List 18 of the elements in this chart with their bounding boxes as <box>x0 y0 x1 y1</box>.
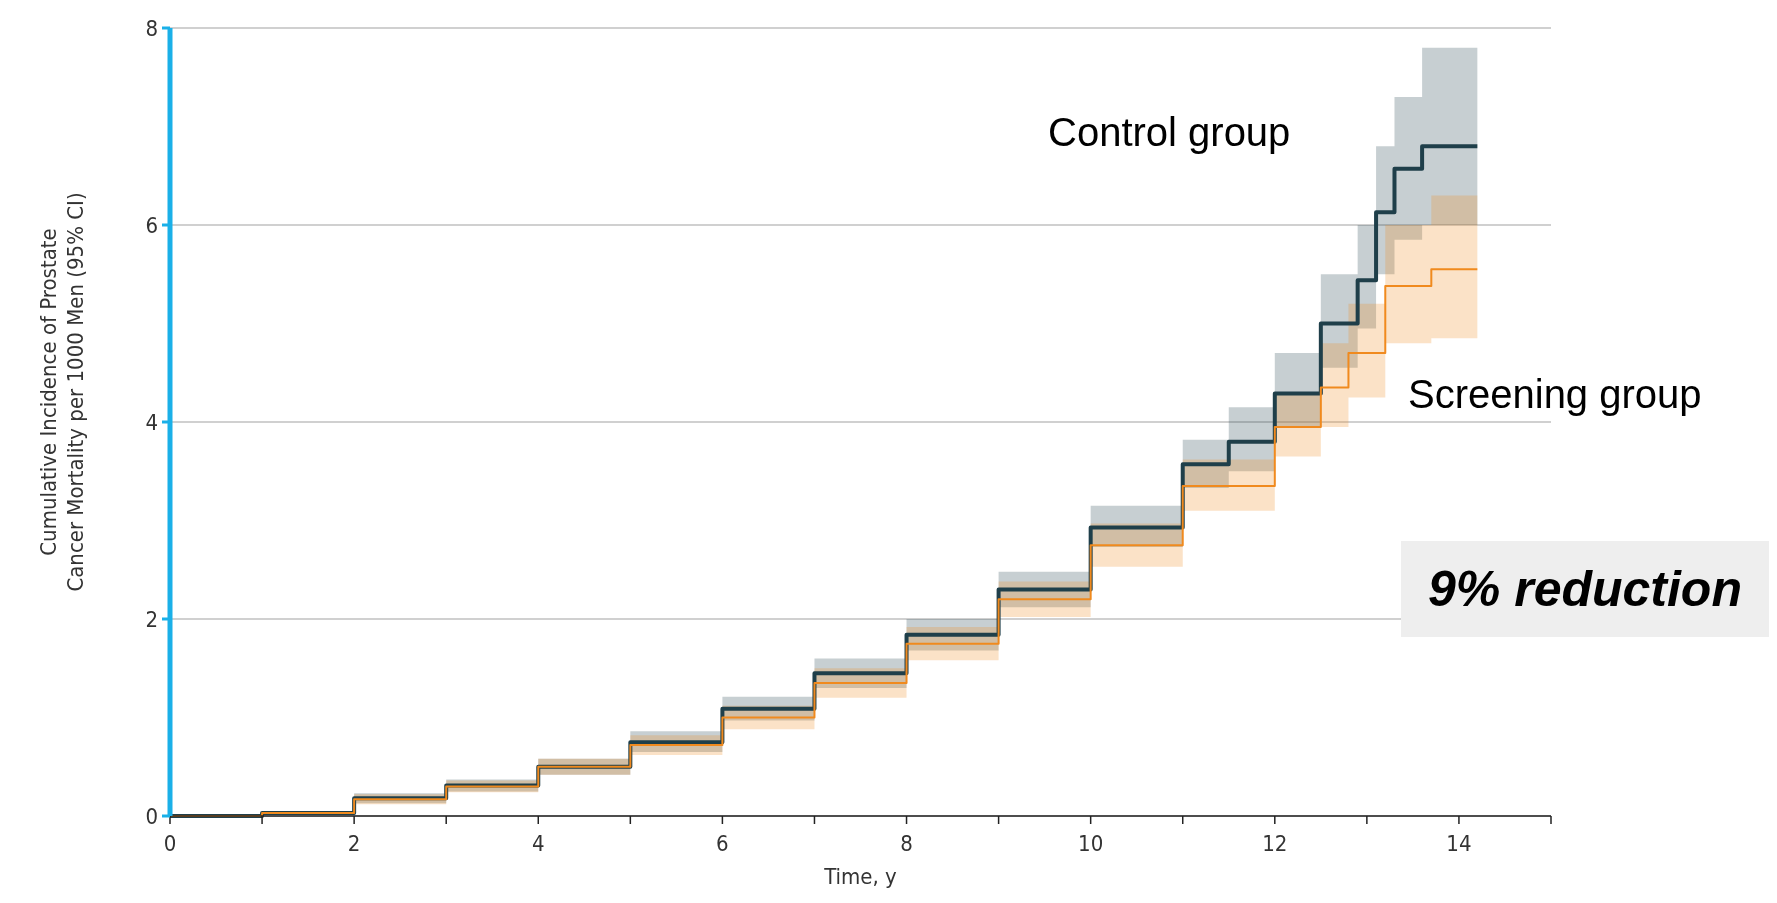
x-tick-label: 4 <box>531 831 545 856</box>
annotation: 9% reduction <box>1428 561 1742 617</box>
y-tick-label: 4 <box>145 410 158 435</box>
y-axis-title: Cumulative Incidence of Prostate Cancer Mortality per 1000 Men (95% CI) <box>36 192 88 592</box>
y-tick-label: 2 <box>145 607 158 632</box>
x-tick-label: 8 <box>900 831 913 856</box>
text: Control group <box>1048 110 1291 154</box>
x-tick-label: 0 <box>163 831 177 856</box>
x-tick-label: 12 <box>1262 831 1288 856</box>
x-tick-label: 10 <box>1078 831 1104 856</box>
x-tick-label: 6 <box>716 831 729 856</box>
x-tick-label: 14 <box>1446 831 1472 856</box>
y-tick-label: 0 <box>145 804 158 829</box>
x-tick-label: 2 <box>347 831 361 856</box>
series-label: Screening group <box>1408 372 1702 416</box>
x-axis-title: Time, y <box>823 864 898 889</box>
y-tick-label: 6 <box>145 213 158 238</box>
y-tick-label: 8 <box>145 16 158 41</box>
